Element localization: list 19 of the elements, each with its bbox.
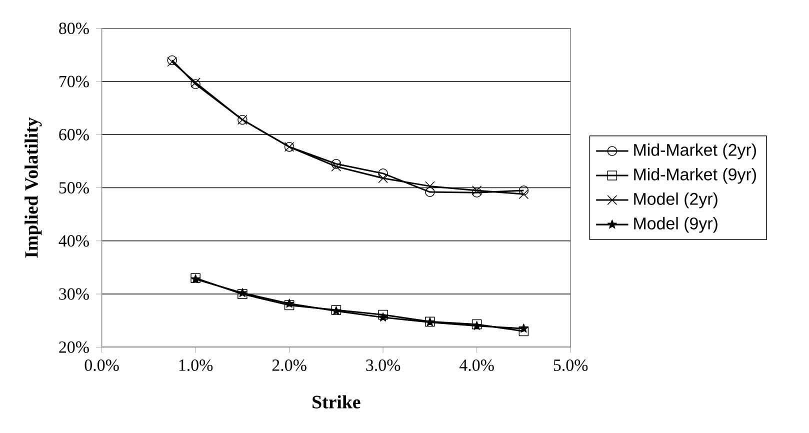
x-tick-label: 0.0% (84, 360, 119, 372)
x-tick-label: 1.0% (179, 360, 213, 372)
legend-label: Model (2yr) (634, 192, 718, 208)
legend-label: Mid-Market (2yr) (634, 143, 756, 160)
x-tick-label: 4.0% (459, 360, 494, 372)
x-tick-label: 5.0% (554, 360, 588, 372)
y-axis-title: Implied Volatility (24, 117, 42, 258)
y-tick-label: 50% (59, 182, 89, 194)
y-tick-label: 70% (60, 76, 89, 88)
y-tick-label: 20% (59, 341, 89, 353)
y-tick-label: 40% (58, 235, 89, 247)
legend-label: Mid-Market (9yr) (634, 168, 756, 184)
y-tick-label: 80% (59, 22, 89, 34)
x-axis-title: Strike (312, 395, 360, 408)
legend-label: Model (9yr) (634, 217, 718, 233)
x-tick-label: 2.0% (272, 360, 306, 372)
y-tick-label: 60% (59, 128, 89, 140)
y-tick-label: 30% (59, 288, 89, 300)
x-tick-label: 3.0% (366, 360, 400, 372)
